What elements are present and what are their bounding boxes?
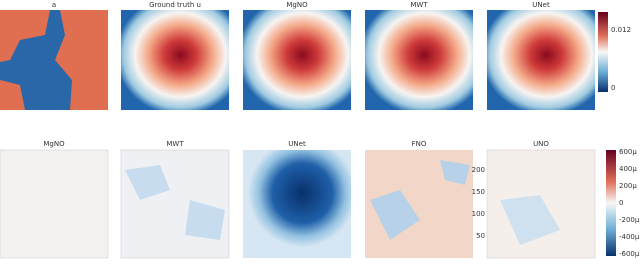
panel-title: UNet: [532, 1, 550, 9]
error-region: [500, 195, 560, 245]
colorbar-tick: -600μ: [619, 250, 640, 258]
labels: a Ground truth u MgNO MWT UNet MgNO MWT UNet FNO…: [43, 1, 640, 258]
colorbar: [606, 150, 616, 256]
axis-tick: 50: [476, 232, 485, 240]
heatmap: [365, 10, 473, 110]
axis-tick: 150: [472, 188, 485, 196]
heatmap: [243, 10, 351, 110]
error-region: [125, 165, 225, 240]
error-region: [370, 160, 470, 240]
heatmap: [487, 10, 595, 110]
panel-title: MgNO: [43, 140, 65, 148]
colorbar-tick: 600μ: [619, 148, 637, 156]
top-row: [0, 10, 608, 110]
colorbar-tick: -400μ: [619, 233, 640, 241]
colorbar-tick: 200μ: [619, 182, 637, 190]
axis-tick: 100: [472, 210, 485, 218]
panel-title: UNet: [288, 140, 306, 148]
heatmap: [243, 150, 351, 258]
panel-title: UNO: [533, 140, 549, 148]
panel-title: MgNO: [286, 1, 308, 9]
colorbar-tick: 0: [611, 84, 615, 92]
colorbar-tick: 0.012: [611, 26, 631, 34]
panel-title: MWT: [166, 140, 184, 148]
colorbar-tick: -200μ: [619, 216, 640, 224]
panel-title: MWT: [410, 1, 428, 9]
coefficient-region: [0, 10, 108, 110]
colorbar: [598, 12, 608, 92]
solution-maps: [121, 10, 595, 110]
panel-title: Ground truth u: [149, 1, 201, 9]
panel-title: FNO: [412, 140, 427, 148]
heatmap: [120, 149, 230, 259]
axis-tick: 200: [472, 166, 485, 174]
heatmap: [0, 149, 109, 259]
colorbar-tick: 400μ: [619, 165, 637, 173]
panel-title: a: [52, 1, 56, 9]
bottom-row: [0, 149, 616, 259]
colorbar-tick: 0: [619, 199, 623, 207]
heatmap: [121, 10, 229, 110]
